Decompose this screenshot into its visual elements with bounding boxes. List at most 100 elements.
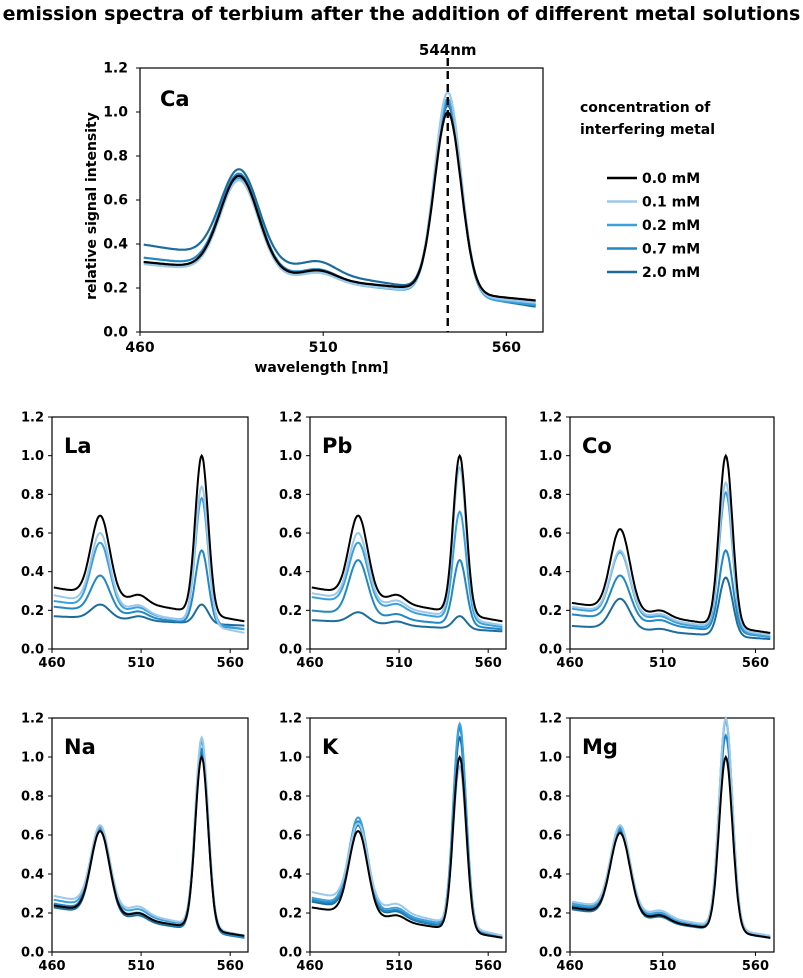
y-tick-label: 0.2 — [539, 907, 562, 922]
series-line-0-0-mM — [311, 453, 503, 623]
x-tick-label: 560 — [475, 959, 502, 974]
series-line-0-0-mM — [53, 754, 245, 937]
legend-title-line1: concentration of — [580, 100, 711, 116]
y-tick-label: 0.2 — [279, 907, 302, 922]
y-tick-label: 0.2 — [103, 281, 128, 297]
y-tick-label: 0.2 — [539, 604, 562, 619]
y-tick-label: 0.0 — [21, 946, 44, 961]
y-axis-label: relative signal intensity — [84, 112, 100, 300]
y-tick-label: 1.0 — [21, 449, 44, 464]
y-tick-label: 1.2 — [279, 712, 302, 727]
chart-panels: 0.0 0.2 0.4 0.6 0.8 1.0 1.2 460 510 560 Ca 544nm wav… — [21, 41, 775, 974]
y-tick-label: 0.4 — [21, 565, 44, 580]
chart-panel-ca: 0.0 0.2 0.4 0.6 0.8 1.0 1.2 460 510 560 Ca 544nm wav… — [84, 41, 544, 376]
y-tick-label: 0.8 — [279, 790, 302, 805]
figure-title: emission spectra of terbium after the ad… — [2, 3, 801, 25]
series-line-0-1-mM — [53, 735, 245, 937]
y-tick-label: 1.0 — [539, 449, 562, 464]
series-line-2-0-mM — [311, 611, 503, 633]
y-tick-label: 0.6 — [103, 193, 128, 209]
chart-panel-mg: 0.0 0.2 0.4 0.6 0.8 1.0 1.2 460 510 560 Mg — [539, 712, 775, 974]
x-tick-label: 510 — [649, 959, 676, 974]
series-line-0-7-mM — [571, 549, 771, 638]
legend-title-line2: interfering metal — [580, 122, 715, 138]
y-tick-label: 1.0 — [279, 449, 302, 464]
series-line-0-2-mM — [143, 97, 536, 306]
y-tick-label: 1.2 — [21, 411, 44, 426]
y-tick-label: 0.4 — [279, 565, 302, 580]
x-tick-label: 510 — [386, 959, 413, 974]
y-tick-label: 0.8 — [21, 488, 44, 503]
x-tick-label: 560 — [217, 656, 244, 671]
legend-entry-label: 0.0 mM — [642, 171, 700, 187]
x-tick-label: 560 — [742, 656, 769, 671]
y-tick-label: 1.2 — [21, 712, 44, 727]
y-tick-label: 0.4 — [539, 565, 562, 580]
legend: concentration of interfering metal 0.0 mM 0… — [580, 100, 715, 281]
y-tick-label: 0.6 — [279, 527, 302, 542]
panel-label: Ca — [160, 87, 190, 111]
x-tick-label: 510 — [128, 959, 155, 974]
y-tick-label: 0.8 — [103, 149, 128, 165]
panel-label: La — [64, 434, 92, 458]
x-tick-label: 560 — [742, 959, 769, 974]
chart-panel-co: 0.0 0.2 0.4 0.6 0.8 1.0 1.2 460 510 560 Co — [539, 411, 775, 671]
y-tick-label: 0.0 — [21, 643, 44, 658]
y-tick-label: 0.4 — [103, 237, 128, 253]
y-tick-label: 0.4 — [21, 868, 44, 883]
series-line-0-2-mM — [53, 496, 245, 631]
y-tick-label: 1.0 — [279, 751, 302, 766]
legend-entry-label: 2.0 mM — [642, 265, 700, 281]
y-tick-label: 0.6 — [539, 829, 562, 844]
x-tick-label: 510 — [128, 656, 155, 671]
chart-panel-la: 0.0 0.2 0.4 0.6 0.8 1.0 1.2 460 510 560 La — [21, 411, 249, 671]
panel-label: Na — [64, 735, 96, 759]
x-tick-label: 460 — [125, 340, 154, 356]
x-tick-label: 560 — [217, 959, 244, 974]
series-line-0-1-mM — [311, 764, 503, 937]
y-tick-label: 0.6 — [21, 527, 44, 542]
x-tick-label: 510 — [386, 656, 413, 671]
series-line-0-0-mM — [311, 754, 503, 939]
x-tick-label: 510 — [309, 340, 338, 356]
x-tick-label: 460 — [38, 656, 65, 671]
series-line-0-2-mM — [311, 721, 503, 937]
x-tick-label: 460 — [556, 656, 583, 671]
y-tick-label: 0.6 — [539, 527, 562, 542]
y-tick-label: 0.8 — [279, 488, 302, 503]
x-axis-label: wavelength [nm] — [254, 360, 388, 376]
series-line-0-7-mM — [143, 101, 536, 306]
legend-entry-label: 0.2 mM — [642, 218, 700, 234]
y-tick-label: 0.8 — [539, 790, 562, 805]
series-line-0-0-mM — [571, 453, 771, 634]
panel-label: Mg — [582, 735, 618, 759]
y-tick-label: 0.0 — [279, 643, 302, 658]
x-tick-label: 460 — [556, 959, 583, 974]
series-line-0-7-mM — [311, 558, 503, 631]
y-tick-label: 0.0 — [539, 643, 562, 658]
series-line-0-2-mM — [311, 510, 503, 629]
y-tick-label: 1.0 — [21, 751, 44, 766]
y-tick-label: 0.6 — [21, 829, 44, 844]
y-tick-label: 0.0 — [539, 946, 562, 961]
x-tick-label: 560 — [492, 340, 521, 356]
series-line-0-7-mM — [53, 549, 245, 631]
y-tick-label: 0.4 — [539, 868, 562, 883]
series-line-0-0-mM — [143, 110, 536, 302]
y-tick-label: 0.8 — [21, 790, 44, 805]
legend-entry-label: 0.7 mM — [642, 242, 700, 258]
peak-marker-label: 544nm — [419, 41, 477, 59]
x-tick-label: 460 — [296, 959, 323, 974]
series-line-0-1-mM — [53, 484, 245, 634]
x-tick-label: 510 — [649, 656, 676, 671]
panel-label: Co — [582, 434, 612, 458]
y-tick-label: 1.2 — [103, 61, 128, 77]
y-tick-label: 0.8 — [539, 488, 562, 503]
y-tick-label: 0.2 — [279, 604, 302, 619]
y-tick-label: 0.0 — [103, 325, 128, 341]
y-tick-label: 1.0 — [539, 751, 562, 766]
series-line-0-0-mM — [571, 754, 771, 939]
x-tick-label: 560 — [475, 656, 502, 671]
series-line-2-0-mM — [53, 603, 245, 627]
panel-label: K — [322, 735, 339, 759]
